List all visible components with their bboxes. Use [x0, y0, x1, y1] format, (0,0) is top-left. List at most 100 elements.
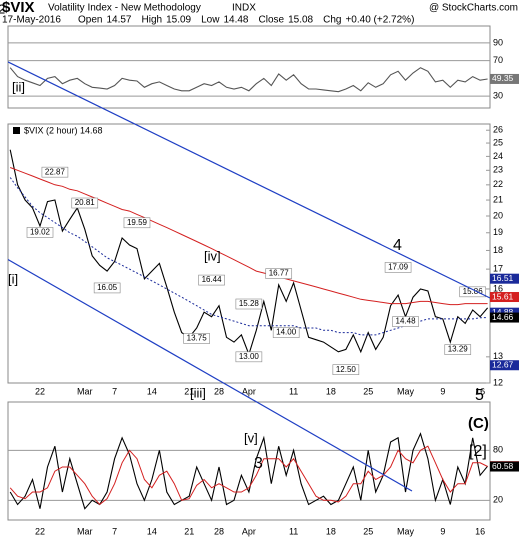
x-tick-label: 18	[326, 386, 336, 396]
quote-value: 15.08	[288, 15, 313, 26]
quote: Open 14.57 High 15.09 Low 14.48 Close 15.08 Chg +…	[78, 15, 414, 26]
series-line	[10, 167, 488, 306]
quote-value: 15.09	[166, 15, 191, 26]
y-tick-label: 22	[493, 179, 503, 189]
annotation-label: 19.02	[30, 228, 51, 237]
x-tick-label: 22	[35, 526, 45, 536]
trendlines	[8, 61, 490, 492]
x-tick-label: 28	[214, 386, 224, 396]
price-tag	[490, 360, 519, 371]
y-tick-label: 20	[493, 210, 503, 220]
y-tick-label: 23	[493, 165, 503, 175]
annotation-box	[384, 262, 412, 273]
x-tick-label: 14	[147, 526, 157, 536]
x-tick-label: 14	[147, 386, 157, 396]
x-tick-label: Apr	[242, 526, 256, 536]
y-tick-label: 70	[493, 55, 503, 65]
x-tick-label: 16	[475, 386, 485, 396]
x-tick-label: 21	[184, 386, 194, 396]
annotation-box	[392, 316, 419, 327]
wave-label: [v]	[244, 430, 258, 445]
x-tick-label: Mar	[77, 526, 93, 536]
series-line	[9, 177, 488, 336]
price-tag-label: 12.67	[492, 359, 514, 369]
header-source: @ StockCharts.com	[429, 3, 518, 14]
x-tick-label: 25	[363, 526, 373, 536]
annotation-label: 16.05	[97, 283, 118, 292]
annotation-box	[71, 197, 99, 209]
x-tick-label: 11	[289, 526, 298, 536]
y-tick-label: 30	[493, 91, 503, 101]
annotation-label: 22.87	[45, 167, 66, 176]
x-tick-label: 11	[289, 386, 298, 396]
x-tick-label: 9	[440, 526, 445, 536]
wave-label: [iii]	[190, 385, 206, 400]
wave-label: 2	[0, 1, 5, 16]
y-tick-label: 24	[493, 151, 503, 161]
annotation-label: 14.00	[276, 328, 297, 337]
header-exchange: INDX	[232, 3, 256, 14]
wave-label: 3	[254, 455, 263, 472]
price-tag	[490, 292, 519, 303]
legend-swatch	[13, 127, 20, 134]
x-tick-label: 18	[326, 526, 336, 536]
y-tick-label: 25	[493, 137, 503, 147]
annotation-label: 17.09	[388, 263, 409, 272]
price-tag	[490, 273, 519, 284]
x-tick-label: 7	[112, 386, 117, 396]
series-line	[9, 432, 489, 510]
x-tick-label: May	[397, 386, 415, 396]
annotation-label: 16.44	[202, 275, 223, 284]
y-tick-label: 19	[493, 227, 503, 237]
trendline	[8, 258, 413, 492]
wave-label: [2]	[469, 443, 487, 460]
header-name: Volatility Index - New Methodology	[48, 3, 201, 14]
price-tag-label: 14.66	[492, 312, 514, 322]
y-tick-label: 17	[493, 264, 503, 274]
annotation-box	[459, 286, 486, 298]
y-tick-label: 20	[493, 495, 503, 505]
x-tick-label: 22	[35, 386, 45, 396]
x-tick-label: 9	[440, 386, 445, 396]
y-tick-label: 90	[493, 37, 503, 47]
y-tick-label: 18	[493, 245, 503, 255]
annotation-box	[93, 282, 121, 294]
annotation-box	[332, 364, 360, 375]
wave-label: 4	[393, 237, 402, 254]
x-tick-label: 28	[214, 526, 224, 536]
x-tick-label: 16	[475, 526, 485, 536]
quote-label: Low	[201, 15, 220, 26]
annotation-box	[235, 298, 263, 310]
series-line	[9, 445, 488, 506]
quote-value: +0.40 (+2.72%)	[345, 15, 414, 26]
main-panel	[7, 123, 491, 384]
price-tag-label: 15.61	[492, 291, 514, 301]
annotation-box	[265, 268, 293, 279]
wave-label: [ii]	[12, 79, 25, 94]
header-date: 17-May-2016	[2, 15, 61, 26]
annotation-box	[198, 274, 225, 286]
y-tick-label: 16	[493, 283, 503, 293]
annotation-label: 16.77	[269, 269, 290, 278]
series-line	[9, 67, 488, 93]
x-tick-label: May	[397, 526, 415, 536]
quote-value: 14.48	[223, 15, 248, 26]
price-tag-label: 16.51	[492, 273, 514, 283]
quote-label: High	[142, 15, 163, 26]
annotation-label: 20.81	[75, 198, 96, 207]
annotation-box	[235, 351, 263, 363]
x-tick-label: 25	[363, 386, 373, 396]
wave-label: [i]	[8, 271, 18, 286]
annotation-label: 12.50	[336, 365, 357, 374]
annotation-box	[123, 217, 151, 229]
price-tag-label: 49.35	[492, 73, 514, 83]
x-tick-label: Apr	[242, 386, 256, 396]
quote-value: 14.57	[106, 15, 131, 26]
annotation-label: 15.28	[239, 299, 260, 308]
quote-label: Open	[78, 15, 102, 26]
annotation-label: 13.75	[187, 334, 208, 343]
y-tick-label: 12	[493, 377, 503, 387]
annotation-box	[272, 327, 300, 338]
y-tick-label: 13	[493, 351, 503, 361]
